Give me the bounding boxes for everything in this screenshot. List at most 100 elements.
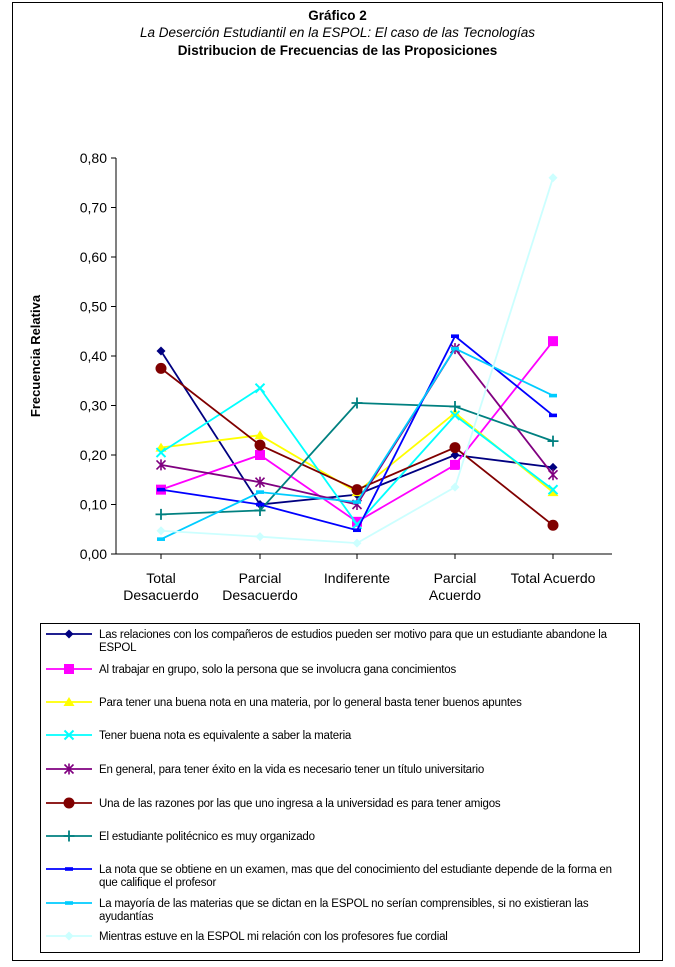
- legend: Las relaciones con los compañeros de est…: [40, 623, 640, 953]
- legend-item: Las relaciones con los compañeros de est…: [41, 627, 639, 659]
- legend-swatch: [46, 697, 92, 706]
- legend-marker: [65, 867, 73, 871]
- line-chart: 0,00 0,10 0,20 0,30 0,40 0,50 0,60 0,70 0,80 Frec…: [28, 150, 612, 603]
- data-point: [351, 397, 363, 409]
- data-point: [351, 519, 363, 530]
- legend-item: En general, para tener éxito en la vida …: [41, 762, 639, 794]
- legend-label: Para tener una buena nota en una materia…: [99, 697, 522, 709]
- legend-label: Tener buena nota es equivalente a saber …: [99, 730, 352, 742]
- legend-swatch: [46, 931, 92, 941]
- legend-marker: [63, 729, 75, 741]
- data-point: [449, 410, 461, 421]
- legend-swatch: [46, 901, 92, 905]
- series-line: [160, 350, 554, 506]
- y-tick-label: 0,70: [80, 200, 107, 216]
- data-point: [254, 430, 266, 440]
- legend-item: La nota que se obtiene en un examen, mas…: [41, 862, 639, 894]
- legend-marker: [64, 629, 74, 639]
- y-tick-label: 0,50: [80, 299, 107, 315]
- data-point: [547, 519, 559, 531]
- legend-item: Al trabajar en grupo, solo la persona qu…: [41, 662, 639, 694]
- y-tick-label: 0,10: [80, 497, 107, 513]
- legend-swatch: [46, 830, 92, 842]
- data-point: [155, 362, 167, 374]
- y-tick-label: 0,20: [80, 447, 107, 463]
- legend-label: Al trabajar en grupo, solo la persona qu…: [99, 664, 457, 676]
- figure-frame: [12, 2, 663, 961]
- x-axis-labels: Total Desacuerdo Parcial Desacuerdo Indifere…: [123, 554, 596, 603]
- legend-swatch: [46, 797, 92, 809]
- legend-swatch: [46, 629, 92, 639]
- legend-label: La mayoría de las materias que se dictan…: [99, 898, 589, 923]
- series-line: [160, 347, 554, 506]
- series-7: [155, 397, 559, 520]
- data-point: [256, 490, 264, 494]
- data-point: [255, 450, 265, 460]
- data-point: [155, 447, 167, 458]
- chart-axes: 0,00 0,10 0,20 0,30 0,40 0,50 0,60 0,70 0,80 Frec…: [28, 150, 612, 562]
- legend-label: El estudiante politécnico es muy organiz…: [99, 831, 315, 843]
- data-point: [549, 413, 557, 418]
- y-tick-label: 0,00: [80, 546, 107, 562]
- data-point: [156, 346, 166, 356]
- series-line: [160, 411, 554, 494]
- data-point: [548, 462, 558, 472]
- data-point: [449, 400, 461, 412]
- data-point: [352, 516, 362, 527]
- data-point: [157, 487, 165, 492]
- data-point: [547, 435, 559, 447]
- series-6: [155, 362, 559, 531]
- data-point: [254, 504, 266, 516]
- legend-item: La mayoría de las materias que se dictan…: [41, 896, 639, 928]
- series-5: [155, 343, 559, 510]
- data-point: [451, 334, 459, 338]
- data-point: [449, 407, 461, 417]
- data-point: [450, 482, 460, 492]
- legend-swatch: [46, 763, 92, 775]
- legend-swatch: [46, 867, 92, 871]
- legend-marker: [64, 664, 74, 674]
- data-point: [548, 173, 558, 183]
- legend-item: Mientras estuve en la ESPOL mi relación …: [41, 929, 639, 961]
- x-tick-label: Total Desacuerdo: [123, 570, 199, 603]
- data-point: [352, 538, 362, 548]
- series-10: [156, 173, 558, 548]
- x-tick-label: Parcial Desacuerdo: [222, 570, 298, 603]
- legend-swatch: [46, 729, 92, 741]
- data-point: [254, 476, 266, 488]
- series-9: [157, 346, 557, 541]
- y-tick-label: 0,40: [80, 348, 107, 364]
- legend-marker: [63, 763, 75, 775]
- data-point: [548, 336, 558, 347]
- data-point: [547, 487, 559, 497]
- legend-marker: [63, 830, 75, 842]
- data-point: [254, 382, 266, 394]
- chart-series: [155, 173, 559, 548]
- data-point: [351, 484, 363, 496]
- x-tick-label: Indiferente: [324, 570, 390, 586]
- legend-label: Mientras estuve en la ESPOL mi relación …: [99, 931, 448, 943]
- series-8: [157, 334, 557, 533]
- data-point: [547, 484, 559, 495]
- legend-item: El estudiante politécnico es muy organiz…: [41, 829, 639, 861]
- data-point: [256, 502, 264, 507]
- data-point: [353, 500, 361, 504]
- chart-subtitle: La Deserción Estudiantil en la ESPOL: El…: [140, 25, 535, 40]
- data-point: [155, 459, 167, 471]
- legend-label: Las relaciones con los compañeros de est…: [99, 629, 607, 654]
- data-point: [254, 439, 266, 451]
- x-tick-label: Parcial Acuerdo: [429, 570, 481, 603]
- data-point: [451, 346, 459, 351]
- data-point: [450, 459, 460, 470]
- data-point: [549, 393, 557, 398]
- y-tick-label: 0,80: [80, 150, 107, 166]
- legend-item: Para tener una buena nota en una materia…: [41, 695, 639, 727]
- y-tick-label: 0,30: [80, 398, 107, 414]
- data-point: [353, 528, 361, 533]
- chart-title: Distribucion de Frecuencias de las Propo…: [177, 43, 498, 58]
- data-point: [547, 469, 559, 481]
- legend-label: En general, para tener éxito en la vida …: [99, 764, 485, 776]
- figure-number: Gráfico 2: [308, 8, 367, 23]
- y-axis-title: Frecuencia Relativa: [28, 294, 43, 417]
- data-point: [450, 450, 460, 460]
